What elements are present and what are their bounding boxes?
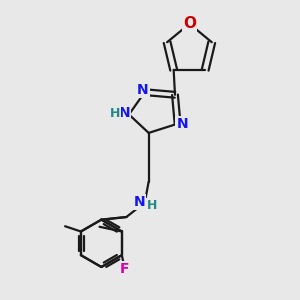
- Text: F: F: [120, 262, 129, 276]
- Text: O: O: [183, 16, 196, 31]
- Text: N: N: [176, 117, 188, 131]
- Text: H: H: [110, 107, 121, 121]
- Text: N: N: [134, 195, 145, 209]
- Text: H: H: [146, 199, 157, 212]
- Text: N: N: [118, 106, 130, 120]
- Text: N: N: [137, 82, 149, 97]
